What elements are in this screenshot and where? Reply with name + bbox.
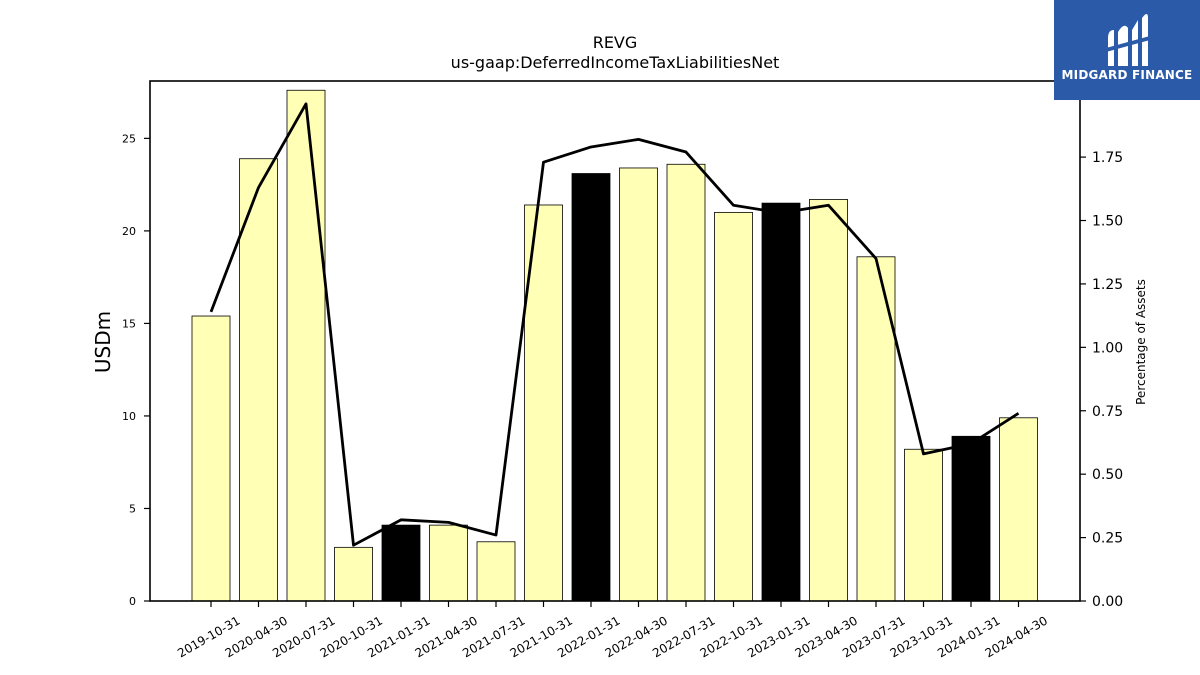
y-tick-label: 20 (122, 225, 136, 238)
bar-2021-04-30 (429, 524, 468, 602)
bar-2020-04-30 (239, 158, 278, 602)
logo-text: MIDGARD FINANCE (1061, 68, 1193, 82)
bar-2024-01-31 (951, 435, 991, 602)
bar-2021-07-31 (476, 541, 516, 602)
bar-2022-01-31 (571, 173, 611, 602)
y-tick-label: 0 (129, 595, 136, 608)
y-tick-label: 10 (122, 410, 136, 423)
y2-tick-label: 1.50 (1092, 214, 1123, 230)
line-layer (209, 102, 1020, 547)
y2-tick-label: 0.75 (1092, 404, 1123, 420)
y-tick-label: 25 (122, 132, 136, 145)
bars-layer (191, 89, 1038, 602)
bar-2024-04-30 (999, 417, 1038, 602)
y2-tick-label: 1.00 (1092, 340, 1123, 356)
bar-2022-10-31 (714, 211, 753, 602)
bar-2023-01-31 (761, 202, 801, 602)
bar-2019-10-31 (191, 315, 231, 602)
y2-axis-label: Percentage of Assets (1134, 279, 1148, 405)
bar-2020-10-31 (334, 546, 373, 602)
y-tick-label: 15 (122, 317, 136, 330)
bar-2023-04-30 (809, 199, 848, 602)
y2-tick-label: 0.25 (1092, 531, 1123, 547)
percentage-line (209, 102, 1020, 547)
y-axis-label: USDm (91, 311, 115, 373)
y2-tick-label: 1.75 (1092, 150, 1123, 166)
chart-subtitle: us-gaap:DeferredIncomeTaxLiabilitiesNet (451, 53, 780, 72)
y-tick-label: 5 (129, 502, 136, 515)
y2-tick-label: 1.25 (1092, 277, 1123, 293)
plot-frame (149, 80, 1081, 602)
bar-2022-04-30 (619, 167, 658, 602)
brand-logo: MIDGARD FINANCE (1054, 0, 1200, 100)
chart-title: REVG (593, 33, 638, 52)
y2-tick-label: 0.50 (1092, 467, 1123, 483)
bar-2021-01-31 (381, 524, 421, 602)
bar-2022-07-31 (666, 163, 706, 602)
logo-mark-icon (1106, 14, 1150, 66)
y2-tick-label: 0.00 (1092, 594, 1123, 610)
bar-2020-07-31 (286, 89, 326, 602)
bar-2023-10-31 (904, 448, 943, 602)
